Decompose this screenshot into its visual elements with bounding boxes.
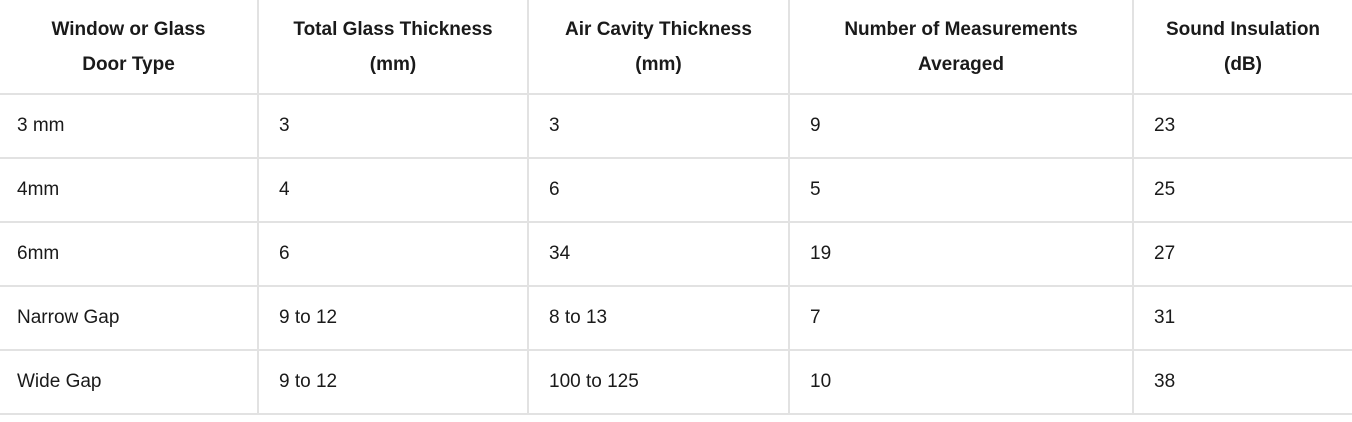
cell-measurements: 19 xyxy=(788,221,1134,287)
header-air-cavity: Air Cavity Thickness (mm) xyxy=(527,0,790,95)
cell-measurements: 9 xyxy=(788,93,1134,159)
cell-window-type: Narrow Gap xyxy=(0,285,259,351)
cell-sound-insulation: 25 xyxy=(1132,157,1352,223)
cell-measurements: 10 xyxy=(788,349,1134,415)
cell-glass-thickness: 4 xyxy=(257,157,529,223)
table-row: 4mm 4 6 5 25 xyxy=(0,157,1352,223)
cell-air-cavity: 3 xyxy=(527,93,790,159)
table-row: 3 mm 3 3 9 23 xyxy=(0,93,1352,159)
cell-measurements: 5 xyxy=(788,157,1134,223)
header-window-type: Window or Glass Door Type xyxy=(0,0,259,95)
cell-window-type: 6mm xyxy=(0,221,259,287)
header-glass-thickness: Total Glass Thickness (mm) xyxy=(257,0,529,95)
table-row: Wide Gap 9 to 12 100 to 125 10 38 xyxy=(0,349,1352,415)
header-sound-insulation: Sound Insulation (dB) xyxy=(1132,0,1352,95)
cell-air-cavity: 8 to 13 xyxy=(527,285,790,351)
cell-sound-insulation: 23 xyxy=(1132,93,1352,159)
header-row: Window or Glass Door Type Total Glass Th… xyxy=(0,0,1352,95)
cell-glass-thickness: 9 to 12 xyxy=(257,285,529,351)
cell-air-cavity: 34 xyxy=(527,221,790,287)
cell-glass-thickness: 6 xyxy=(257,221,529,287)
cell-window-type: Wide Gap xyxy=(0,349,259,415)
cell-window-type: 4mm xyxy=(0,157,259,223)
cell-glass-thickness: 3 xyxy=(257,93,529,159)
cell-sound-insulation: 27 xyxy=(1132,221,1352,287)
cell-glass-thickness: 9 to 12 xyxy=(257,349,529,415)
cell-measurements: 7 xyxy=(788,285,1134,351)
header-measurements: Number of Measurements Averaged xyxy=(788,0,1134,95)
cell-window-type: 3 mm xyxy=(0,93,259,159)
table-row: 6mm 6 34 19 27 xyxy=(0,221,1352,287)
cell-air-cavity: 6 xyxy=(527,157,790,223)
table-row: Narrow Gap 9 to 12 8 to 13 7 31 xyxy=(0,285,1352,351)
cell-air-cavity: 100 to 125 xyxy=(527,349,790,415)
cell-sound-insulation: 38 xyxy=(1132,349,1352,415)
cell-sound-insulation: 31 xyxy=(1132,285,1352,351)
